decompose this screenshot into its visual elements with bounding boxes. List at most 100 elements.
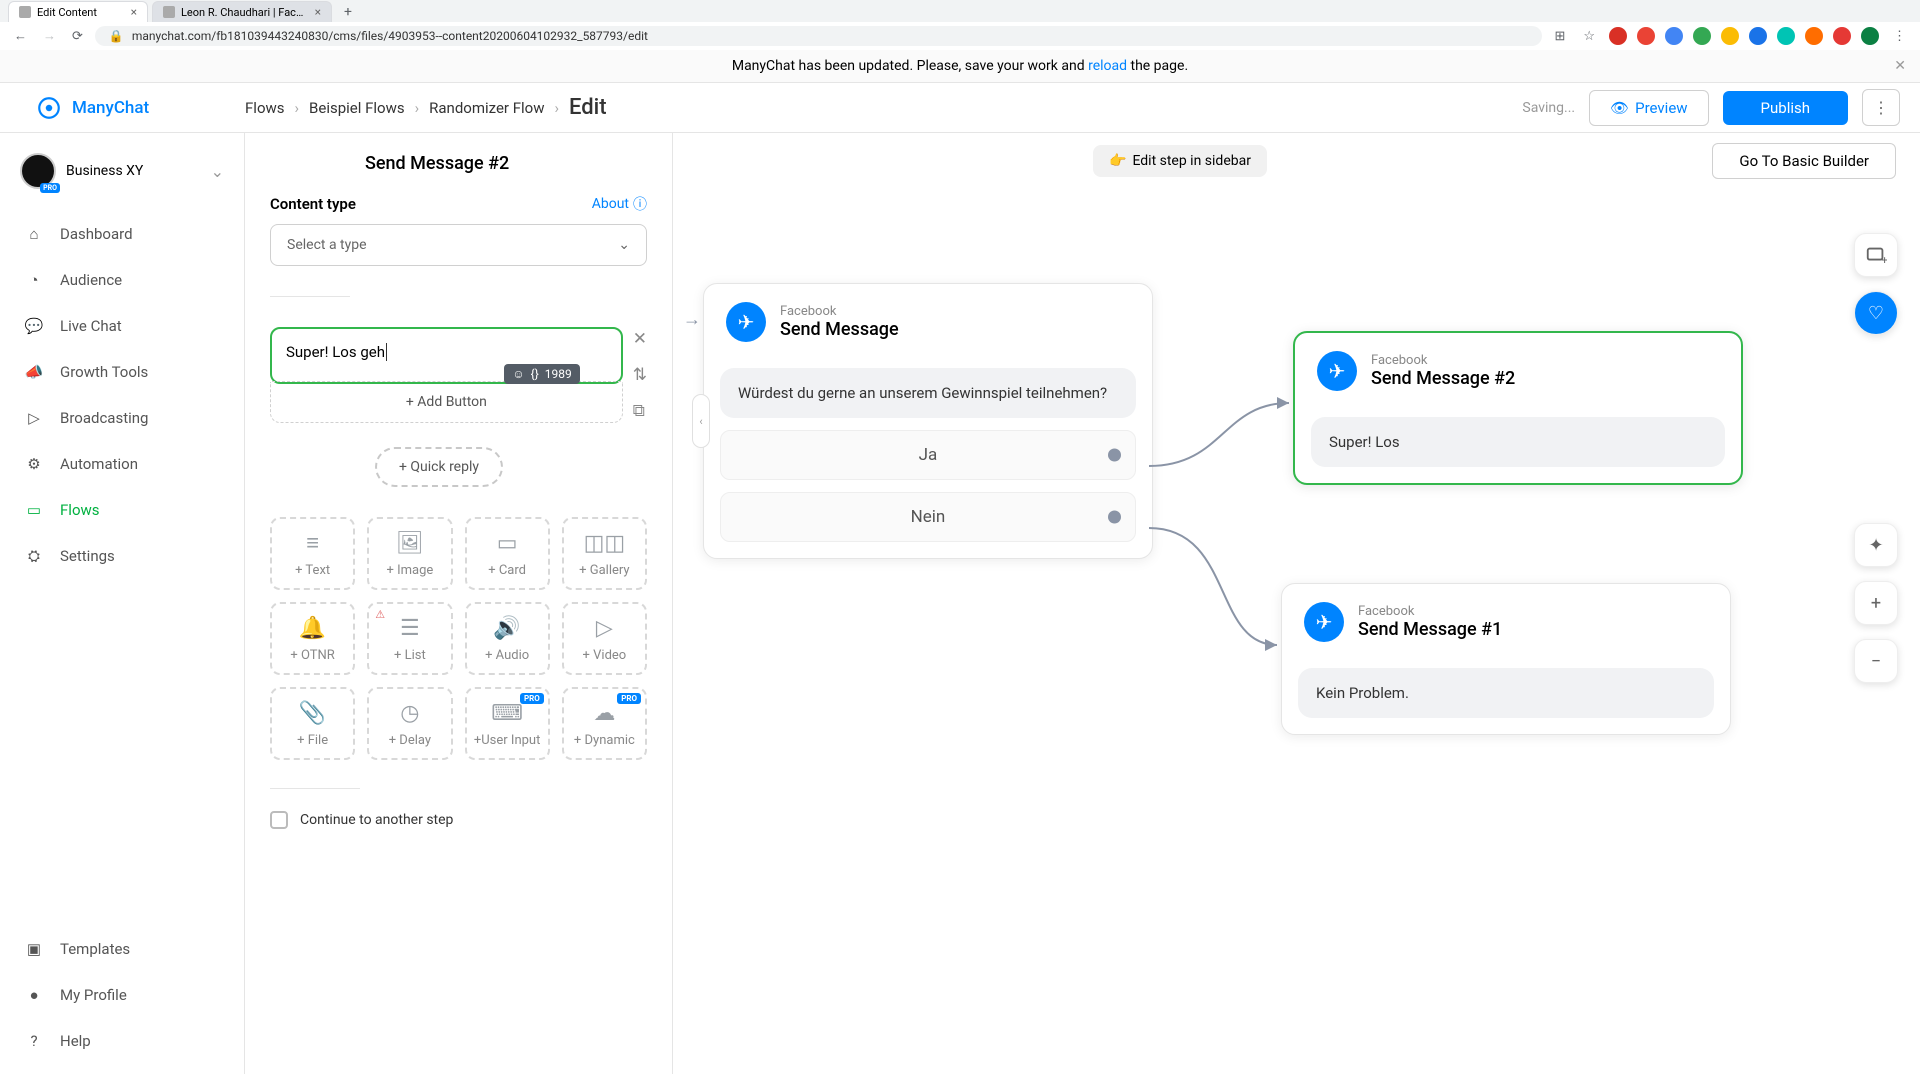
reload-icon[interactable]: ⟳: [68, 27, 87, 46]
extension-icon[interactable]: [1637, 27, 1655, 45]
zoom-out-button[interactable]: −: [1854, 639, 1898, 683]
add-block-gallery[interactable]: ◫◫+ Gallery: [562, 517, 647, 590]
add-block-dynamic[interactable]: PRO☁+ Dynamic: [562, 687, 647, 760]
workspace-switcher[interactable]: Business XY ⌄: [0, 143, 244, 199]
delete-icon[interactable]: ✕: [633, 329, 647, 349]
continue-checkbox[interactable]: [270, 811, 288, 829]
nav-item-live-chat[interactable]: 💬Live Chat: [0, 303, 244, 349]
add-block-delay[interactable]: ◷+ Delay: [367, 687, 452, 760]
edit-sidebar-chip[interactable]: 👉 Edit step in sidebar: [1093, 145, 1267, 177]
address-bar[interactable]: 🔒 manychat.com/fb181039443240830/cms/fil…: [95, 26, 1543, 46]
extension-icon[interactable]: [1721, 27, 1739, 45]
saving-status: Saving...: [1522, 100, 1575, 116]
option-button[interactable]: Ja: [720, 430, 1136, 480]
add-block-list[interactable]: ⚠☰+ List: [367, 602, 452, 675]
content-type-select[interactable]: Select a type ⌄: [270, 224, 647, 266]
close-icon[interactable]: ✕: [1894, 58, 1906, 74]
reload-link[interactable]: reload: [1088, 58, 1127, 74]
flow-node[interactable]: ✈ Facebook Send Message #1 Kein Problem.: [1281, 583, 1731, 735]
flow-node[interactable]: ✈ Facebook Send Message #2 Super! Los: [1293, 331, 1743, 485]
about-link[interactable]: About ⓘ: [592, 194, 647, 214]
tab-close-icon[interactable]: ×: [131, 5, 137, 19]
connector-dot[interactable]: [1108, 449, 1121, 462]
menu-icon[interactable]: ⋮: [1889, 27, 1910, 46]
star-icon[interactable]: ☆: [1579, 27, 1599, 46]
char-count: 1989: [545, 367, 572, 381]
add-block-otnr[interactable]: 🔔+ OTNR: [270, 602, 355, 675]
add-node-button[interactable]: +: [1854, 233, 1898, 277]
back-icon[interactable]: ←: [10, 26, 31, 46]
extension-icon[interactable]: [1665, 27, 1683, 45]
crumb[interactable]: Beispiel Flows: [309, 99, 405, 117]
emoji-icon[interactable]: ☺: [512, 367, 524, 381]
nav-item-broadcasting[interactable]: ▷Broadcasting: [0, 395, 244, 441]
logo[interactable]: ManyChat: [0, 95, 245, 121]
nav-icon: 📣: [24, 363, 44, 381]
add-block-video[interactable]: ▷+ Video: [562, 602, 647, 675]
extension-icon[interactable]: [1833, 27, 1851, 45]
nav-item-flows[interactable]: ▭Flows: [0, 487, 244, 533]
translate-icon[interactable]: ⊞: [1550, 27, 1569, 46]
content-type-label: Content type: [270, 195, 356, 213]
nav-item-audience[interactable]: ◔Audience: [0, 257, 244, 303]
new-tab-button[interactable]: +: [336, 2, 360, 22]
url-text: manychat.com/fb181039443240830/cms/files…: [132, 29, 648, 43]
nav-item-dashboard[interactable]: ⌂ Dashboard: [0, 211, 244, 257]
copy-icon[interactable]: ⧉: [633, 401, 647, 421]
nav-icon: ⚙: [24, 455, 44, 473]
connector-dot[interactable]: [1108, 511, 1121, 524]
block-label: + Dynamic: [568, 733, 641, 748]
nav-item-help[interactable]: ?Help: [0, 1018, 244, 1064]
braces-icon[interactable]: {}: [531, 367, 539, 381]
publish-button[interactable]: Publish: [1723, 91, 1848, 125]
block-icon: ◷: [373, 699, 446, 727]
select-placeholder: Select a type: [287, 237, 367, 253]
quick-reply-button[interactable]: + Quick reply: [375, 447, 503, 487]
browser-tab[interactable]: Leon R. Chaudhari | Facebook ×: [152, 1, 332, 22]
nav-icon: ⌂: [24, 225, 44, 243]
notification-text: the page.: [1127, 58, 1188, 74]
extension-icon[interactable]: [1693, 27, 1711, 45]
crumb[interactable]: Flows: [245, 99, 285, 117]
block-icon: ▷: [568, 614, 641, 642]
crumb[interactable]: Randomizer Flow: [429, 99, 544, 117]
add-block-file[interactable]: 📎+ File: [270, 687, 355, 760]
forward-icon[interactable]: →: [39, 26, 60, 46]
nav-label: Settings: [60, 547, 115, 565]
continue-row[interactable]: Continue to another step: [270, 811, 647, 829]
add-block-audio[interactable]: 🔊+ Audio: [465, 602, 550, 675]
node-platform: Facebook: [1358, 604, 1502, 619]
add-block-image[interactable]: 🖼+ Image: [367, 517, 452, 590]
extension-icon[interactable]: [1777, 27, 1795, 45]
goto-basic-button[interactable]: Go To Basic Builder: [1712, 143, 1896, 179]
move-icon[interactable]: ⇅: [633, 365, 647, 385]
notification-text: ManyChat has been updated. Please, save …: [732, 58, 1088, 74]
avatar-icon[interactable]: [1861, 27, 1879, 45]
nav-item-templates[interactable]: ▣Templates: [0, 926, 244, 972]
option-label: Nein: [911, 507, 946, 527]
nav-item-growth-tools[interactable]: 📣Growth Tools: [0, 349, 244, 395]
preview-button[interactable]: 👁 Preview: [1589, 90, 1708, 126]
magic-button[interactable]: ✦: [1854, 523, 1898, 567]
add-block-text[interactable]: ≡+ Text: [270, 517, 355, 590]
add-button[interactable]: + Add Button ☺ {} 1989: [270, 382, 623, 423]
extension-icon[interactable]: [1749, 27, 1767, 45]
nav-label: Dashboard: [60, 225, 133, 243]
extension-icon[interactable]: [1609, 27, 1627, 45]
nav-item-automation[interactable]: ⚙Automation: [0, 441, 244, 487]
tab-close-icon[interactable]: ×: [315, 5, 321, 19]
nav-item-my-profile[interactable]: ●My Profile: [0, 972, 244, 1018]
zoom-in-button[interactable]: +: [1854, 581, 1898, 625]
flow-node[interactable]: ‹ ✈ Facebook Send Message Würdest du ger…: [703, 283, 1153, 559]
browser-tab[interactable]: Edit Content ×: [8, 1, 148, 22]
add-block-user-input[interactable]: PRO⌨+User Input: [465, 687, 550, 760]
flow-canvas[interactable]: 👉 Edit step in sidebar Go To Basic Build…: [673, 133, 1920, 1074]
goto-basic-label: Go To Basic Builder: [1739, 152, 1869, 170]
more-button[interactable]: ⋮: [1862, 89, 1900, 126]
assist-button[interactable]: ♡: [1854, 291, 1898, 335]
extension-icon[interactable]: [1805, 27, 1823, 45]
node-collapse-handle[interactable]: ‹: [692, 394, 710, 448]
nav-item-settings[interactable]: ⛭Settings: [0, 533, 244, 579]
option-button[interactable]: Nein: [720, 492, 1136, 542]
add-block-card[interactable]: ▭+ Card: [465, 517, 550, 590]
